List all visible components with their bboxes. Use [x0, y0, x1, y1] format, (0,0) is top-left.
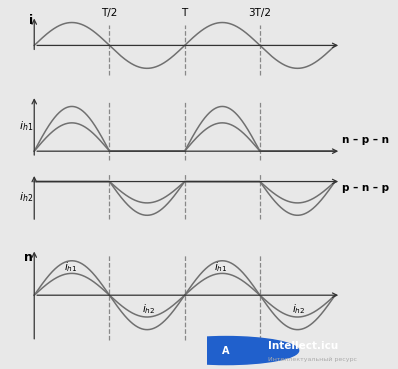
- Text: $i_{h2}$: $i_{h2}$: [19, 190, 33, 204]
- Text: n: n: [24, 251, 33, 264]
- Text: $i_{h1}$: $i_{h1}$: [64, 261, 77, 274]
- Text: T/2: T/2: [101, 8, 118, 18]
- Text: 3T/2: 3T/2: [248, 8, 271, 18]
- Text: n – p – n: n – p – n: [342, 135, 389, 145]
- Text: Intellect.icu: Intellect.icu: [268, 341, 338, 351]
- Text: T: T: [181, 8, 188, 18]
- Text: $i_{h1}$: $i_{h1}$: [19, 120, 33, 134]
- Circle shape: [154, 337, 298, 365]
- Text: $i_{h1}$: $i_{h1}$: [214, 261, 228, 274]
- Text: p – n – p: p – n – p: [342, 183, 389, 193]
- Text: $i_{h2}$: $i_{h2}$: [142, 303, 155, 317]
- Text: $i_{h2}$: $i_{h2}$: [292, 303, 306, 317]
- Text: Интеллектуальный ресурс: Интеллектуальный ресурс: [268, 357, 357, 362]
- Text: i: i: [29, 14, 33, 27]
- Text: A: A: [222, 345, 230, 356]
